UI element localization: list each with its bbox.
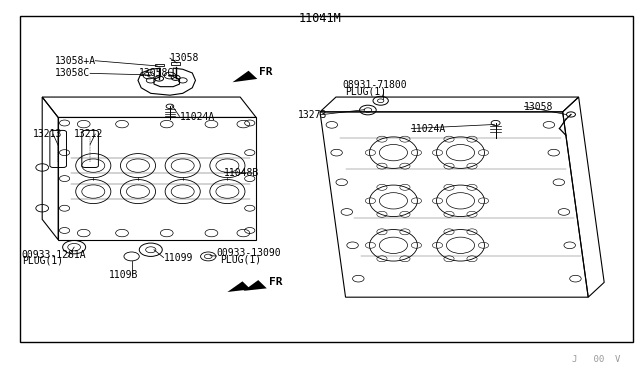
Text: PLUG(1): PLUG(1) [220,254,262,264]
Text: J   00  V: J 00 V [572,355,620,364]
Text: 1109B: 1109B [109,270,139,280]
Text: 08931-71800: 08931-71800 [342,80,407,90]
Text: 13058: 13058 [170,53,199,63]
Circle shape [147,74,151,77]
Text: 13212: 13212 [74,129,104,139]
Text: 11048B: 11048B [224,168,259,178]
Text: 11024A: 11024A [179,112,215,122]
Text: 13058C: 13058C [139,68,174,78]
Text: 13213: 13213 [33,129,62,139]
Text: 13058: 13058 [524,102,554,112]
Text: PLUG(1): PLUG(1) [22,256,63,266]
Polygon shape [232,71,257,82]
Text: 11041M: 11041M [299,12,341,25]
Text: 00933-13090: 00933-13090 [216,248,281,258]
Text: 13058+A: 13058+A [55,56,96,66]
Text: 11099: 11099 [164,253,193,263]
Text: 00933-1281A: 00933-1281A [22,250,86,260]
Text: 13058C: 13058C [55,68,90,78]
Text: PLUG(1): PLUG(1) [345,87,386,96]
Text: FR: FR [259,67,273,77]
Text: 13273: 13273 [298,110,328,120]
Polygon shape [243,280,267,291]
Bar [20,16,633,341]
Polygon shape [227,281,251,292]
Circle shape [168,74,172,77]
Text: 11024A: 11024A [412,124,447,134]
Text: FR: FR [269,277,282,286]
